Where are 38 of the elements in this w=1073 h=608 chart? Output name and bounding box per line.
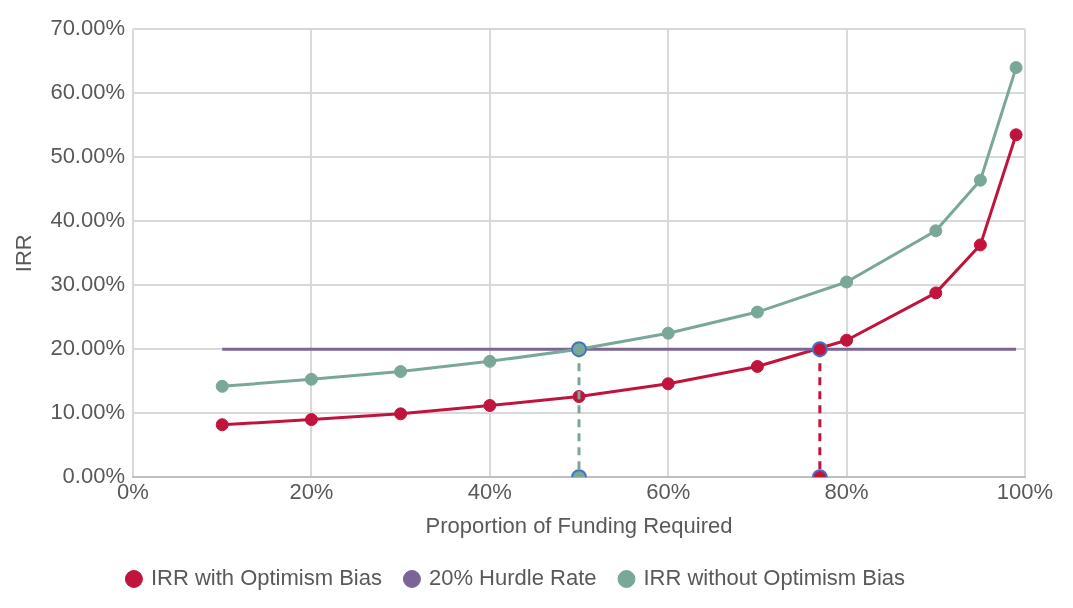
point [483, 399, 497, 413]
y-tick-label: 50.00% [50, 143, 126, 169]
point [840, 333, 854, 347]
y-tick-label: 70.00% [50, 15, 126, 41]
point [394, 365, 408, 379]
x-axis-title: Proportion of Funding Required [425, 512, 733, 538]
point [215, 379, 229, 393]
x-tick-label: 80% [824, 479, 869, 505]
x-tick-label: 20% [289, 479, 334, 505]
point [973, 173, 987, 187]
y-tick-label: 10.00% [50, 399, 126, 425]
point [661, 326, 675, 340]
point [929, 286, 943, 300]
point [750, 305, 764, 319]
point [750, 359, 764, 373]
point [1009, 61, 1023, 75]
y-tick-label: 40.00% [50, 207, 126, 233]
legend-label: IRR with Optimism Bias [150, 565, 382, 591]
y-axis-title: IRR [11, 234, 37, 273]
point [215, 418, 229, 432]
x-tick-label: 60% [646, 479, 691, 505]
legend-label: IRR without Optimism Bias [643, 565, 906, 591]
point [661, 377, 675, 391]
x-tick-label: 100% [996, 479, 1054, 505]
y-tick-label: 30.00% [50, 271, 126, 297]
point [1009, 128, 1023, 142]
point [483, 354, 497, 368]
point [929, 224, 943, 238]
point [394, 407, 408, 421]
y-tick-label: 60.00% [50, 79, 126, 105]
legend-label: 20% Hurdle Rate [428, 565, 597, 591]
x-tick-label: 40% [467, 479, 512, 505]
point [840, 275, 854, 289]
point [304, 413, 318, 427]
point [973, 238, 987, 252]
y-tick-label: 20.00% [50, 335, 126, 361]
point [811, 341, 828, 358]
point [304, 372, 318, 386]
